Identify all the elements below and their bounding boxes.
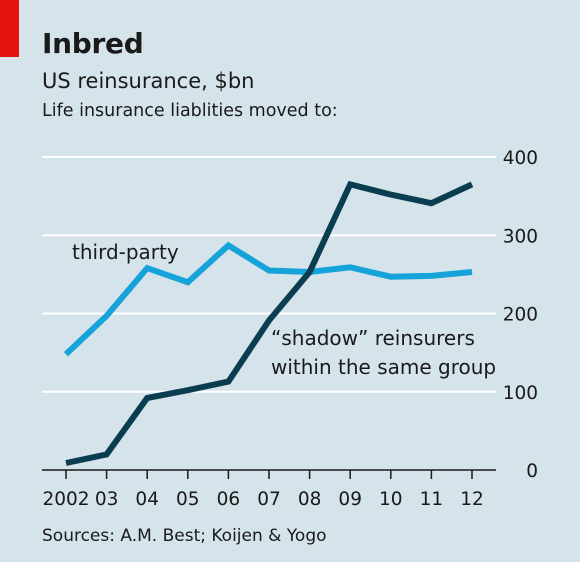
y-tick-label: 400 [503, 148, 538, 169]
x-tick-label: 03 [95, 489, 119, 510]
source-note: Sources: A.M. Best; Koijen & Yogo [42, 526, 327, 546]
x-tick-label: 12 [460, 489, 484, 510]
x-tick-labels: 2002 03 04 05 06 07 08 09 10 11 12 [42, 470, 484, 510]
x-tick-label: 09 [338, 489, 362, 510]
chart-subtitle: US reinsurance, $bn [42, 69, 255, 93]
y-tick-label: 300 [503, 226, 538, 247]
series-label-third-party: third-party [72, 240, 179, 264]
y-tick-labels: 0 100 200 300 400 [503, 148, 538, 482]
x-tick-label: 06 [217, 489, 241, 510]
x-tick-label: 08 [298, 489, 322, 510]
series-label-shadow-line-2: within the same group [271, 355, 496, 379]
series-lines [63, 180, 474, 466]
y-tick-label: 100 [503, 383, 538, 404]
series-line-shadow [65, 180, 474, 466]
x-tick-label: 04 [135, 489, 159, 510]
y-tick-label: 200 [503, 305, 538, 326]
series-line-third-party [63, 241, 473, 357]
x-tick-label: 07 [257, 489, 281, 510]
chart-subtitle-2: Life insurance liablities moved to: [42, 101, 338, 121]
red-tag [0, 0, 19, 57]
x-tick-label: 11 [420, 489, 444, 510]
series-labels: third-party “shadow” reinsurers within the… [72, 240, 496, 379]
y-tick-label: 0 [526, 461, 538, 482]
series-label-shadow-line-1: “shadow” reinsurers [271, 326, 475, 350]
x-tick-label: 2002 [42, 489, 89, 510]
chart-title: Inbred [42, 27, 144, 60]
x-tick-label: 05 [176, 489, 200, 510]
x-tick-label: 10 [379, 489, 403, 510]
